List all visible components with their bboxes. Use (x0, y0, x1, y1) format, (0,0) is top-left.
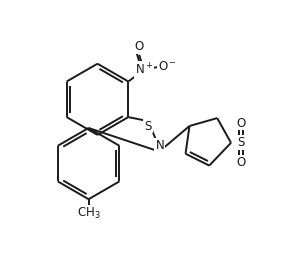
Text: O: O (236, 156, 246, 169)
Text: CH$_3$: CH$_3$ (77, 205, 100, 220)
Text: N$^+$: N$^+$ (135, 62, 153, 77)
Text: O: O (236, 117, 246, 130)
Text: S: S (144, 120, 152, 133)
Text: O$^-$: O$^-$ (158, 60, 177, 73)
Text: O: O (135, 40, 144, 53)
Text: N: N (155, 139, 164, 152)
Text: S: S (237, 136, 245, 149)
